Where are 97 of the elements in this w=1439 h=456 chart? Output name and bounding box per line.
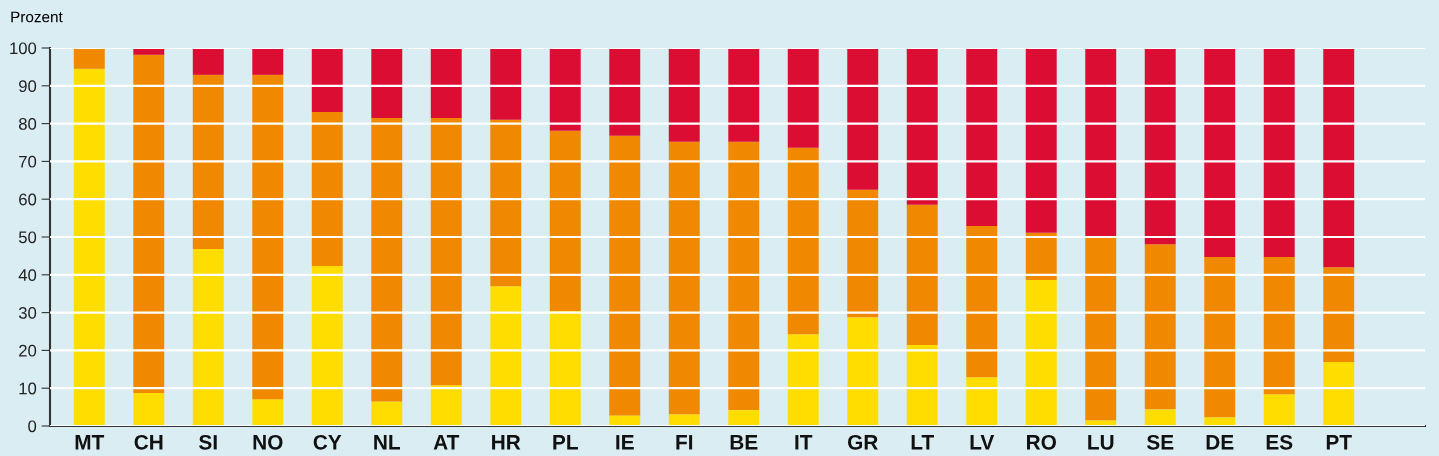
bar [311,111,343,267]
y-tick-label: 50 [18,231,37,244]
bar [430,117,462,386]
bar [490,286,522,426]
bar [490,48,522,120]
bar [906,345,938,426]
bar [192,249,224,426]
bar [252,74,284,400]
x-tick-label: RO [1027,434,1056,450]
bar [966,48,998,227]
bar [73,68,105,426]
bar [609,48,641,136]
bar [430,385,462,426]
bar [371,48,403,118]
bar [1323,362,1355,426]
bar [371,117,403,402]
bar [668,141,700,415]
y-tick-label: 60 [19,193,37,206]
x-tick-label: LV [970,435,995,450]
bar [311,48,343,112]
x-tick-label: SI [199,434,217,450]
bar [847,48,879,190]
y-tick-label: 70 [19,155,37,168]
x-tick-label: DE [1206,435,1234,450]
bar [490,119,522,287]
x-tick-label: ES [1266,434,1293,450]
bar [549,311,581,426]
bar [371,401,403,426]
y-tick-label: 80 [18,118,37,130]
x-tick-label: GR [847,434,878,450]
bar [668,414,700,426]
bar [1144,48,1176,245]
x-tick-label: IT [795,435,813,450]
bar [73,48,105,69]
y-tick-label: 20 [19,344,37,357]
bar [133,54,165,394]
bar [609,415,641,426]
bar [1025,232,1057,281]
y-tick-label: 90 [19,80,37,92]
x-tick-label: PT [1326,435,1352,450]
bar [549,130,581,312]
bar [192,48,224,75]
x-tick-label: MT [75,435,105,450]
x-tick-label: AT [433,435,460,450]
bar [728,141,760,411]
bar [549,48,581,131]
y-tick-label: 30 [18,307,37,319]
bar [1144,244,1176,410]
x-tick-label: LT [911,435,934,450]
bar [966,226,998,378]
bar [728,410,760,426]
bar [787,48,819,148]
bar [1025,48,1057,233]
bar [847,189,879,318]
x-tick-label: CY [313,434,342,450]
y-tick-label: 40 [18,269,37,281]
x-tick-label: PL [553,435,578,450]
bar [430,48,462,118]
bar [252,399,284,426]
x-tick-label: IE [616,435,634,450]
bar [966,377,998,426]
y-tick-label: 100 [10,42,37,55]
bar [609,135,641,416]
bar [1263,48,1295,258]
x-tick-label: HR [492,435,521,450]
x-tick-label: NL [374,435,401,450]
bar [252,48,284,75]
bar [1144,409,1176,426]
y-tick-label: 10 [19,382,37,395]
x-tick-label: SE [1146,434,1174,450]
bar [668,48,700,142]
x-tick-label: NO [253,434,283,450]
y-tick-label: 0 [28,420,37,433]
x-tick-label: CH [134,434,163,450]
bar [311,266,343,426]
bar [1085,48,1117,237]
bar [1204,257,1236,418]
bar [728,48,760,142]
x-tick-label: FI [676,435,693,450]
bar [906,48,938,205]
bar [1025,280,1057,426]
bar [1204,48,1236,258]
bar [906,204,938,346]
bar [1323,267,1355,363]
x-tick-label: BE [730,435,758,450]
bar [1263,257,1295,395]
x-tick-label: LU [1088,435,1114,450]
bar [133,393,165,426]
y-axis-title: Prozent [11,11,63,23]
bar [787,147,819,335]
bar [1204,417,1236,426]
bar [1085,237,1117,421]
bar [847,317,879,426]
bar [192,74,224,250]
bar [787,334,819,426]
bar [1323,48,1355,268]
bar [1263,394,1295,426]
